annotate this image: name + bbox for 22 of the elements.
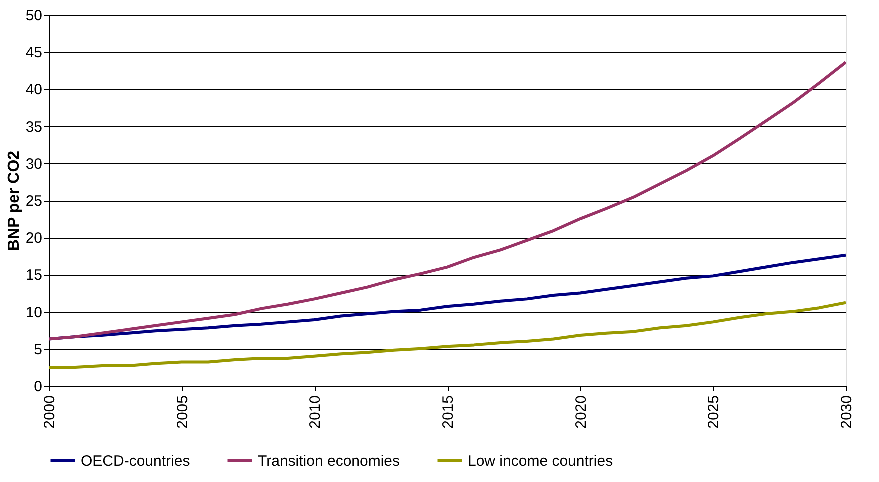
x-tick-label: 2030 — [838, 396, 856, 429]
y-tick-label: 25 — [26, 193, 42, 210]
x-tick-label: 2010 — [307, 396, 324, 429]
y-tick-label: 5 — [34, 341, 42, 358]
x-tick-label: 2020 — [572, 396, 590, 429]
x-tick-label: 2025 — [706, 396, 723, 429]
y-tick-label: 45 — [26, 44, 42, 62]
y-axis-title: BNP per CO2 — [6, 150, 23, 252]
y-tick-label: 15 — [26, 267, 42, 284]
y-tick-label: 20 — [26, 230, 42, 248]
y-tick-label: 0 — [34, 378, 42, 396]
y-tick-label: 10 — [26, 304, 42, 322]
y-tick-label: 35 — [26, 118, 42, 136]
legend-label: Low income countries — [468, 453, 614, 470]
y-tick-label: 40 — [26, 82, 42, 99]
x-tick-label: 2000 — [42, 396, 58, 429]
x-tick-label: 2015 — [440, 396, 457, 429]
x-tick-label: 2005 — [174, 396, 192, 429]
y-tick-label: 30 — [26, 156, 42, 173]
legend-label: OECD-countries — [81, 453, 190, 470]
legend-label: Transition economies — [258, 453, 400, 470]
y-tick-label: 50 — [26, 8, 42, 24]
